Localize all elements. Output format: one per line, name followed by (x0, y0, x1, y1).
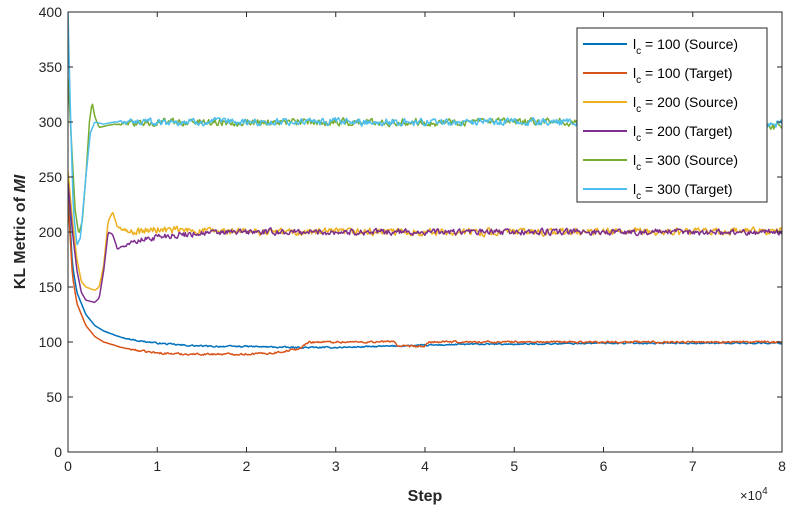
x-tick-label: 0 (64, 458, 72, 474)
x-axis-multiplier: ×104 (740, 486, 768, 503)
x-tick-label: 3 (332, 458, 340, 474)
y-tick-label: 150 (39, 279, 63, 295)
legend-label-text: = 100 (Target) (641, 65, 732, 81)
y-axis-title-prefix: KL Metric of (12, 193, 29, 290)
legend-label-symbol: l (633, 152, 636, 168)
y-tick-label: 400 (39, 4, 63, 20)
series-line-2 (68, 198, 782, 356)
legend-label-symbol: l (633, 123, 636, 139)
legend-box (576, 27, 768, 203)
legend-label-subscript: c (636, 104, 641, 115)
legend-label-symbol: l (633, 181, 636, 197)
y-tick-label: 200 (39, 224, 63, 240)
y-axis-title: KL Metric of MI (12, 174, 29, 289)
x-tick-label: 6 (600, 458, 608, 474)
legend-label-1: lc = 100 (Source) (633, 36, 738, 57)
legend-label-2: lc = 100 (Target) (633, 65, 733, 86)
y-tick-label: 0 (54, 444, 62, 460)
legend-label-4: lc = 200 (Target) (633, 123, 733, 144)
series-line-4 (68, 182, 782, 304)
legend-label-text: = 200 (Source) (641, 94, 738, 110)
legend-label-symbol: l (633, 65, 636, 81)
x-multiplier-exponent: 4 (762, 486, 768, 497)
legend-label-text: = 200 (Target) (641, 123, 732, 139)
legend-label-subscript: c (636, 162, 641, 173)
y-tick-label: 300 (39, 114, 63, 130)
y-tick-label: 50 (46, 389, 62, 405)
legend-label-symbol: l (633, 36, 636, 52)
y-tick-label: 350 (39, 59, 63, 75)
legend-label-text: = 300 (Source) (641, 152, 738, 168)
legend-label-subscript: c (636, 75, 641, 86)
legend-label-subscript: c (636, 133, 641, 144)
x-axis-title: Step (408, 488, 443, 505)
x-multiplier-base: ×10 (740, 488, 762, 503)
x-tick-label: 2 (243, 458, 251, 474)
legend-label-text: = 300 (Target) (641, 181, 732, 197)
y-tick-label: 250 (39, 169, 63, 185)
legend-label-6: lc = 300 (Target) (633, 181, 733, 202)
legend-label-3: lc = 200 (Source) (633, 94, 738, 115)
legend-label-text: = 100 (Source) (641, 36, 738, 52)
axes-layer: 0 1 2 3 4 5 6 7 8 0 50 100 150 200 250 300 350 400 (39, 4, 786, 474)
y-axis-title-italic: MI (12, 174, 29, 192)
legend-label-subscript: c (636, 191, 641, 202)
legend-label-symbol: l (633, 94, 636, 110)
legend-label-5: lc = 300 (Source) (633, 152, 738, 173)
x-tick-label: 5 (510, 458, 518, 474)
x-tick-label: 8 (778, 458, 786, 474)
x-tick-label: 1 (153, 458, 161, 474)
legend: lc = 100 (Source)lc = 100 (Target)lc = 2… (576, 27, 768, 203)
x-tick-label: 7 (689, 458, 697, 474)
legend-label-subscript: c (636, 46, 641, 57)
x-tick-label: 4 (421, 458, 429, 474)
y-tick-label: 100 (39, 334, 63, 350)
